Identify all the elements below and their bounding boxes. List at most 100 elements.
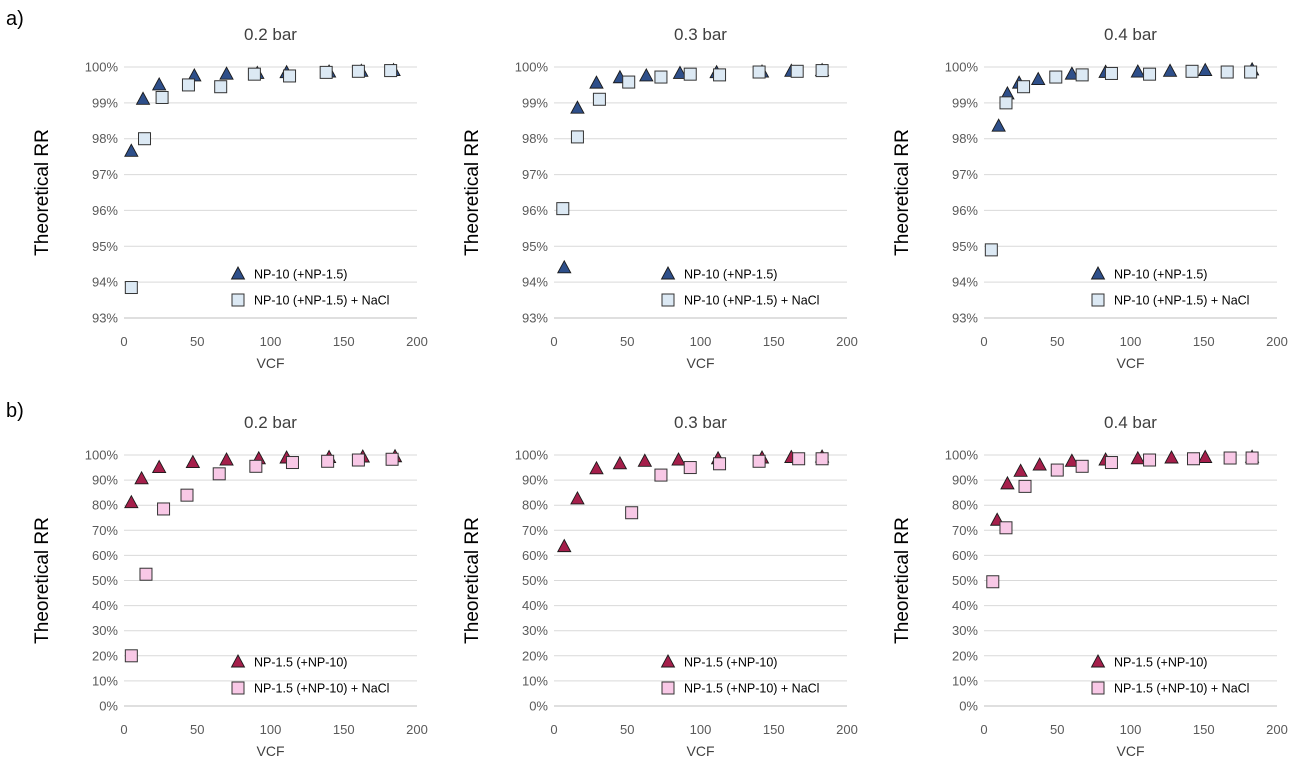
x-tick-label: 100 (690, 334, 712, 349)
data-point (654, 70, 668, 84)
y-axis-label: Theoretical RR (462, 517, 483, 644)
x-axis-label: VCF (1117, 355, 1145, 371)
y-tick-label: 10% (952, 673, 978, 688)
y-tick-label: 98% (92, 131, 118, 146)
series-2 (625, 452, 829, 520)
data-point (212, 467, 226, 481)
x-tick-label: 200 (406, 334, 428, 349)
y-tick-label: 100% (945, 60, 979, 75)
x-tick-label: 50 (1050, 722, 1064, 737)
data-point (134, 470, 149, 485)
data-point (790, 64, 804, 78)
y-tick-label: 94% (522, 275, 548, 290)
y-tick-label: 50% (92, 573, 118, 588)
x-tick-label: 100 (260, 334, 282, 349)
data-point (1049, 70, 1063, 84)
data-point (1064, 66, 1080, 80)
x-tick-label: 0 (120, 722, 127, 737)
data-point (815, 64, 829, 78)
data-point (622, 75, 636, 89)
x-tick-label: 200 (836, 722, 858, 737)
data-point (181, 78, 195, 92)
x-tick-label: 100 (1120, 722, 1142, 737)
data-point (1143, 453, 1157, 467)
data-point (589, 75, 604, 89)
data-point (713, 68, 727, 82)
y-tick-label: 100% (945, 448, 979, 463)
data-point (570, 100, 585, 114)
data-point (124, 494, 139, 509)
legend-label: NP-10 (+NP-1.5) (1114, 268, 1207, 282)
y-tick-label: 10% (522, 673, 548, 688)
legend-label: NP-10 (+NP-1.5) + NaCl (1114, 294, 1249, 308)
legend-marker (230, 654, 246, 668)
data-point (157, 502, 171, 516)
data-point (1162, 63, 1178, 77)
x-tick-label: 0 (980, 334, 987, 349)
data-point (1050, 463, 1064, 477)
chart-svg: 0.3 bar 0% 10% 20% 30% 40% 50% 60% 70% 80% 90% 100%… (462, 413, 858, 759)
x-tick-label: 200 (406, 722, 428, 737)
data-point (1164, 450, 1179, 464)
legend-label: NP-1.5 (+NP-10) (684, 656, 777, 670)
y-tick-label: 20% (522, 648, 548, 663)
data-point (999, 96, 1013, 110)
y-tick-label: 40% (952, 598, 978, 613)
legend-marker (231, 293, 245, 307)
data-point (351, 64, 365, 78)
data-point (1030, 71, 1046, 86)
data-point (815, 452, 829, 466)
data-point (219, 452, 234, 466)
y-tick-label: 50% (952, 573, 978, 588)
data-point (1197, 62, 1213, 77)
data-point (672, 65, 688, 79)
y-tick-label: 97% (92, 167, 118, 182)
x-tick-label: 150 (1193, 334, 1215, 349)
y-tick-label: 90% (92, 473, 118, 488)
data-point (1075, 459, 1089, 473)
legend-label: NP-1.5 (+NP-10) + NaCl (254, 682, 389, 696)
row-label-a: a) (6, 8, 24, 30)
legend-label: NP-1.5 (+NP-10) + NaCl (684, 682, 819, 696)
data-point (1197, 449, 1213, 463)
series-2 (984, 64, 1258, 257)
y-tick-label: 100% (515, 60, 549, 75)
data-point (1130, 64, 1146, 78)
chart-panel-b-1: 0.2 bar 0% 10% 20% 30% 40% 50% 60% 70% 80% 90% 100%… (0, 388, 430, 763)
data-point (247, 67, 261, 81)
chart-panel-a-1: 0.2 bar 93% 94% 95% 96% 97% 98% 99% 100% 0 50 100 15… (0, 0, 430, 375)
data-point (671, 452, 686, 466)
y-tick-label: 98% (952, 131, 978, 146)
x-axis-label: VCF (1117, 743, 1145, 759)
y-tick-label: 30% (952, 623, 978, 638)
y-tick-label: 70% (952, 523, 978, 538)
y-tick-label: 20% (92, 648, 118, 663)
data-point (999, 521, 1013, 535)
data-point (124, 143, 139, 157)
data-point (1017, 80, 1031, 94)
y-tick-label: 100% (85, 60, 119, 75)
data-point (654, 468, 668, 482)
y-tick-label: 100% (85, 448, 119, 463)
legend-label: NP-10 (+NP-1.5) (684, 268, 777, 282)
x-axis-label: VCF (257, 355, 285, 371)
y-tick-label: 97% (522, 167, 548, 182)
series-1 (991, 61, 1260, 132)
data-point (625, 506, 639, 520)
chart-title: 0.2 bar (244, 25, 297, 44)
x-tick-label: 50 (190, 722, 204, 737)
data-point (285, 456, 299, 470)
x-tick-label: 200 (1266, 722, 1288, 737)
series-2 (986, 451, 1259, 589)
series-2 (124, 452, 399, 663)
chart-panel-b-3: 0.4 bar 0% 10% 20% 30% 40% 50% 60% 70% 80% 90% 100%… (860, 388, 1290, 763)
data-point (1244, 65, 1258, 79)
data-point (683, 67, 697, 81)
data-point (570, 130, 584, 144)
data-point (214, 80, 228, 94)
legend-label: NP-1.5 (+NP-10) + NaCl (1114, 682, 1249, 696)
y-tick-label: 94% (952, 275, 978, 290)
x-axis-label: VCF (687, 355, 715, 371)
y-tick-label: 96% (952, 203, 978, 218)
x-tick-label: 100 (690, 722, 712, 737)
